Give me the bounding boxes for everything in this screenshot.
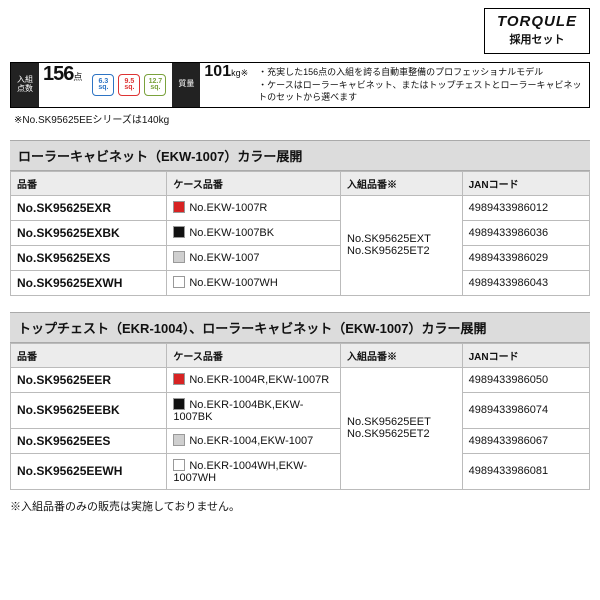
torque-badge: TORQULE 採用セット [484,8,590,54]
case-cell: No.EKW-1007BK [167,220,341,245]
table-header: ケース品番 [167,343,341,367]
table-header: ケース品番 [167,171,341,195]
weight-value: 101 [204,63,231,81]
table-row: No.SK95625EEWHNo.EKR-1004WH,EKW-1007WH 49… [11,453,590,489]
case-cell: No.EKR-1004R,EKW-1007R [167,367,341,392]
color-swatch [173,459,185,471]
color-swatch [173,276,185,288]
spec-row: 入組 点数 156 点 6.3sq.9.5sq.12.7sq. 質量 101 k… [10,62,590,108]
table-row: No.SK95625EXWHNo.EKW-1007WH 4989433986043 [11,270,590,295]
section1-table: 品番ケース品番入組品番※JANコードNo.SK95625EXRNo.EKW-10… [10,171,590,296]
drive-squares: 6.3sq.9.5sq.12.7sq. [86,63,172,107]
table-header: 品番 [11,343,167,367]
color-swatch [173,251,185,263]
kit-cell: No.SK95625EXTNo.SK95625ET2 [341,195,463,295]
model-cell: No.SK95625EEBK [11,392,167,428]
case-cell: No.EKR-1004WH,EKW-1007WH [167,453,341,489]
torque-subtitle: 採用セット [497,31,577,47]
jan-cell: 4989433986074 [462,392,589,428]
section2-table: 品番ケース品番入組品番※JANコードNo.SK95625EERNo.EKR-10… [10,343,590,490]
table-header: 入組品番※ [341,343,463,367]
color-swatch [173,201,185,213]
table-row: No.SK95625EXRNo.EKW-1007RNo.SK95625EXTNo… [11,195,590,220]
color-swatch [173,398,185,410]
table-header: 入組品番※ [341,171,463,195]
jan-cell: 4989433986029 [462,245,589,270]
drive-square: 12.7sq. [144,74,166,96]
jan-cell: 4989433986081 [462,453,589,489]
count-cell: 入組 点数 [11,63,39,107]
table-row: No.SK95625EEBKNo.EKR-1004BK,EKW-1007BK 49… [11,392,590,428]
case-cell: No.EKW-1007WH [167,270,341,295]
table-row: No.SK95625EERNo.EKR-1004R,EKW-1007RNo.SK… [11,367,590,392]
section2-title: トップチェスト（EKR-1004）、ローラーキャビネット（EKW-1007）カラ… [10,312,590,343]
model-cell: No.SK95625EES [11,428,167,453]
case-cell: No.EKW-1007R [167,195,341,220]
case-cell: No.EKR-1004,EKW-1007 [167,428,341,453]
spec-bullets: ・充実した156点の入組を誇る自動車整備のプロフェッショナルモデル・ケースはロー… [252,63,589,107]
drive-square: 6.3sq. [92,74,114,96]
footnote: ※入組品番のみの販売は実施しておりません。 [10,498,590,514]
torque-brand: TORQULE [497,13,577,30]
jan-cell: 4989433986043 [462,270,589,295]
table-header: JANコード [462,171,589,195]
table-row: No.SK95625EXBKNo.EKW-1007BK 4989433986036 [11,220,590,245]
section1-title: ローラーキャビネット（EKW-1007）カラー展開 [10,140,590,171]
model-cell: No.SK95625EXBK [11,220,167,245]
table-header: JANコード [462,343,589,367]
model-cell: No.SK95625EEWH [11,453,167,489]
jan-cell: 4989433986012 [462,195,589,220]
weight-label: 質量 [178,80,194,89]
case-cell: No.EKR-1004BK,EKW-1007BK [167,392,341,428]
table-row: No.SK95625EESNo.EKR-1004,EKW-1007 4989433… [11,428,590,453]
jan-cell: 4989433986036 [462,220,589,245]
jan-cell: 4989433986050 [462,367,589,392]
case-cell: No.EKW-1007 [167,245,341,270]
series-note: ※No.SK95625EEシリーズは140kg [14,111,590,126]
jan-cell: 4989433986067 [462,428,589,453]
model-cell: No.SK95625EER [11,367,167,392]
spec-bullet: ・ケースはローラーキャビネット、またはトップチェストとローラーキャビネットのセッ… [258,79,583,104]
table-header: 品番 [11,171,167,195]
drive-square: 9.5sq. [118,74,140,96]
color-swatch [173,434,185,446]
spec-bullet: ・充実した156点の入組を誇る自動車整備のプロフェッショナルモデル [258,66,583,79]
table-row: No.SK95625EXSNo.EKW-1007 4989433986029 [11,245,590,270]
count-value: 156 [43,63,73,86]
count-label-bottom: 点数 [17,85,33,94]
weight-label-cell: 質量 [172,63,200,107]
model-cell: No.SK95625EXS [11,245,167,270]
model-cell: No.SK95625EXWH [11,270,167,295]
count-unit: 点 [73,70,82,83]
weight-unit: kg [231,68,241,78]
kit-cell: No.SK95625EETNo.SK95625ET2 [341,367,463,489]
color-swatch [173,373,185,385]
model-cell: No.SK95625EXR [11,195,167,220]
weight-note: ※ [241,68,249,79]
color-swatch [173,226,185,238]
